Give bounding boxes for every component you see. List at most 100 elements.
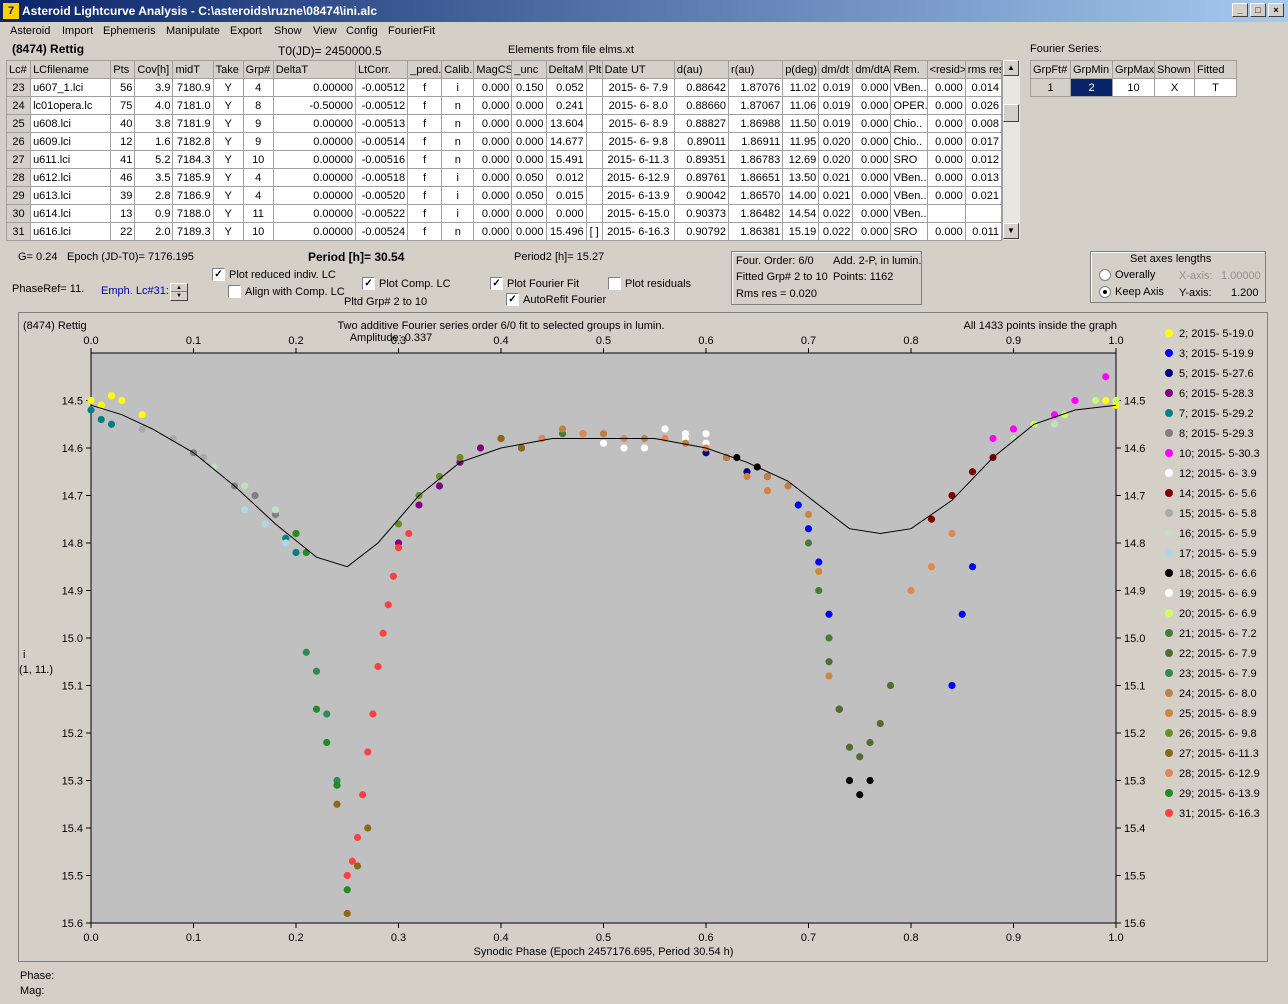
table-cell[interactable] [585, 78, 603, 97]
col-header[interactable]: Pts [110, 60, 136, 79]
col-header[interactable]: Calib. [441, 60, 475, 79]
table-cell[interactable]: u616.lci [30, 222, 112, 241]
table-cell[interactable]: 0.00000 [272, 114, 356, 133]
table-cell[interactable]: VBen.. [890, 168, 928, 187]
table-cell[interactable]: 0.88660 [673, 96, 730, 115]
maximize-button[interactable]: □ [1250, 3, 1266, 17]
table-cell[interactable]: 0.011 [964, 222, 1003, 241]
checkbox-checked-icon[interactable]: ✓ [362, 277, 375, 290]
table-cell[interactable]: 1.86570 [728, 186, 784, 205]
table-cell[interactable]: 40 [110, 114, 136, 133]
col-header[interactable]: DeltaM [545, 60, 587, 79]
table-cell[interactable]: f [407, 204, 443, 223]
table-cell[interactable]: 0.012 [964, 150, 1003, 169]
table-cell[interactable]: 1.87076 [728, 78, 784, 97]
col-header[interactable]: Plt [585, 60, 603, 79]
table-cell[interactable]: 0.022 [818, 204, 854, 223]
table-cell[interactable]: 0.000 [926, 96, 966, 115]
table-cell[interactable]: 0.000 [926, 114, 966, 133]
table-cell[interactable]: 4.0 [134, 96, 174, 115]
table-cell[interactable]: Y [212, 204, 244, 223]
table-cell[interactable]: 3.5 [134, 168, 174, 187]
table-cell[interactable]: 15.496 [545, 222, 587, 241]
table-cell[interactable]: 23 [5, 78, 32, 97]
table-cell[interactable]: 24 [5, 96, 32, 115]
col-header[interactable]: midT [172, 60, 214, 79]
table-cell[interactable]: 0.052 [545, 78, 587, 97]
table-cell[interactable]: 0.022 [818, 222, 854, 241]
table-cell[interactable]: 2015- 6-12.9 [601, 168, 675, 187]
table-cell[interactable]: -0.00512 [354, 78, 409, 97]
table-cell[interactable]: 0.000 [511, 114, 547, 133]
table-cell[interactable]: 2015- 6-15.0 [601, 204, 675, 223]
table-cell[interactable] [585, 114, 603, 133]
table-cell[interactable]: 7189.3 [172, 222, 214, 241]
col-header[interactable]: d(au) [673, 60, 730, 79]
table-cell[interactable]: i [441, 204, 475, 223]
fourier-cell-grpft[interactable]: 1 [1030, 78, 1071, 97]
table-cell[interactable]: 2.8 [134, 186, 174, 205]
keep-axis-radio[interactable]: Keep Axis [1099, 286, 1164, 298]
table-cell[interactable]: 3.8 [134, 114, 174, 133]
table-cell[interactable]: VBen.. [890, 186, 928, 205]
table-cell[interactable]: 0.020 [818, 150, 854, 169]
table-cell[interactable]: 22 [110, 222, 136, 241]
overally-radio[interactable]: Overally [1099, 269, 1155, 281]
menu-view[interactable]: View [313, 25, 337, 37]
table-cell[interactable]: 1.86651 [728, 168, 784, 187]
table-cell[interactable]: 0.000 [511, 132, 547, 151]
col-header[interactable]: Grp# [242, 60, 274, 79]
table-cell[interactable]: 0.000 [852, 132, 892, 151]
table-row[interactable]: 28 u612.lci 46 3.5 7185.9 Y 4 0.00000 -0.00518 f i… [5, 168, 1003, 187]
table-cell[interactable]: 1.87067 [728, 96, 784, 115]
table-cell[interactable]: 31 [5, 222, 32, 241]
table-cell[interactable]: f [407, 150, 443, 169]
table-cell[interactable]: f [407, 78, 443, 97]
table-cell[interactable] [585, 96, 603, 115]
close-button[interactable]: × [1268, 3, 1284, 17]
fourier-cell-shown[interactable]: X [1154, 78, 1195, 97]
table-cell[interactable]: 0.000 [473, 114, 513, 133]
table-cell[interactable]: 7182.8 [172, 132, 214, 151]
table-cell[interactable]: 9 [242, 132, 274, 151]
period-value[interactable]: 30.54 [374, 250, 405, 264]
col-header[interactable]: Take [212, 60, 244, 79]
checkbox-checked-icon[interactable]: ✓ [506, 293, 519, 306]
table-cell[interactable]: 0.000 [511, 96, 547, 115]
table-cell[interactable]: 13.604 [545, 114, 587, 133]
table-cell[interactable]: 0.019 [818, 78, 854, 97]
col-header[interactable]: DeltaT [272, 60, 356, 79]
table-cell[interactable]: 9 [242, 114, 274, 133]
radio-off-icon[interactable] [1099, 269, 1111, 281]
table-cell[interactable]: 0.88642 [673, 78, 730, 97]
scroll-up-icon[interactable]: ▲ [1003, 60, 1019, 76]
table-cell[interactable]: 7185.9 [172, 168, 214, 187]
table-cell[interactable]: 0.008 [964, 114, 1003, 133]
table-cell[interactable] [585, 150, 603, 169]
table-cell[interactable]: -0.00516 [354, 150, 409, 169]
table-cell[interactable]: i [441, 168, 475, 187]
table-cell[interactable]: 0.00000 [272, 222, 356, 241]
table-cell[interactable]: 0.00000 [272, 204, 356, 223]
table-cell[interactable] [585, 186, 603, 205]
table-cell[interactable]: 0.021 [964, 186, 1003, 205]
table-cell[interactable]: u608.lci [30, 114, 112, 133]
y-axis-value[interactable]: 1.200 [1231, 287, 1259, 299]
table-cell[interactable]: Y [212, 168, 244, 187]
menu-import[interactable]: Import [62, 25, 94, 37]
lightcurve-table[interactable]: Lc# LCfilename Pts Cov[h] midT Take Grp# DeltaT… [5, 60, 1003, 241]
table-cell[interactable]: n [441, 222, 475, 241]
table-cell[interactable]: 0.000 [926, 150, 966, 169]
table-cell[interactable]: 2015- 6-16.3 [601, 222, 675, 241]
table-cell[interactable]: i [441, 186, 475, 205]
table-cell[interactable]: -0.00520 [354, 186, 409, 205]
table-cell[interactable]: 0.000 [852, 78, 892, 97]
table-cell[interactable]: lc01opera.lc [30, 96, 112, 115]
table-cell[interactable]: 8 [242, 96, 274, 115]
table-cell[interactable]: 0.9 [134, 204, 174, 223]
checkbox-unchecked-icon[interactable] [228, 285, 241, 298]
table-cell[interactable]: 7184.3 [172, 150, 214, 169]
align-comp-checkbox[interactable]: Align with Comp. LC [228, 285, 345, 298]
table-cell[interactable]: 0.89011 [673, 132, 730, 151]
table-cell[interactable]: 7186.9 [172, 186, 214, 205]
